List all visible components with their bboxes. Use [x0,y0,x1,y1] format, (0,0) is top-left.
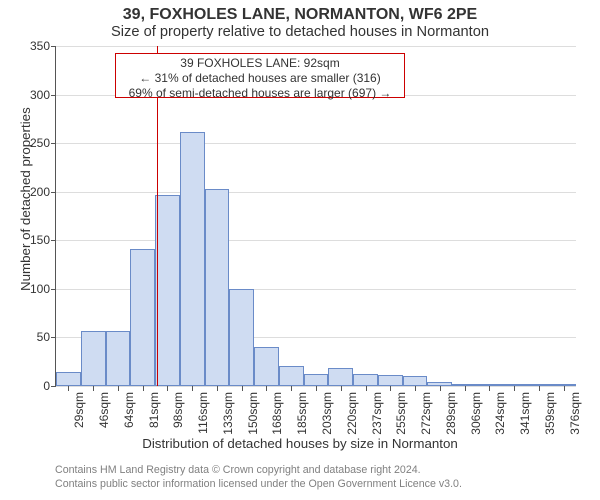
y-tick-label: 250 [30,136,50,150]
gridline [56,240,576,241]
footer-line-1: Contains HM Land Registry data © Crown c… [55,464,421,476]
bar [155,195,180,386]
x-tick-label: 341sqm [518,392,532,436]
bar [229,289,254,386]
x-tick-label: 46sqm [97,392,111,436]
bar [205,189,230,386]
chart-title: 39, FOXHOLES LANE, NORMANTON, WF6 2PE [0,6,600,24]
y-tick-label: 350 [30,39,50,53]
gridline [56,46,576,47]
chart-subtitle: Size of property relative to detached ho… [0,24,600,40]
annotation-line: 39 FOXHOLES LANE: 92sqm [120,56,400,71]
y-tick-label: 0 [43,379,50,393]
x-tick-label: 81sqm [147,392,161,436]
bar [304,374,329,386]
annotation-line: ← 31% of detached houses are smaller (31… [120,71,400,86]
x-tick-label: 289sqm [444,392,458,436]
bar [106,331,131,386]
bar [403,376,428,386]
x-tick-label: 185sqm [295,392,309,436]
y-tick-label: 50 [37,330,50,344]
bar [130,249,155,386]
annotation-line: 69% of semi-detached houses are larger (… [120,86,400,101]
x-tick-label: 64sqm [122,392,136,436]
y-tick-label: 150 [30,233,50,247]
x-tick-label: 255sqm [394,392,408,436]
bar [279,366,304,386]
y-tick-label: 100 [30,282,50,296]
bar [254,347,279,386]
x-tick-label: 220sqm [345,392,359,436]
footer-line-2: Contains public sector information licen… [55,478,462,490]
gridline [56,143,576,144]
bar [328,368,353,386]
bar [378,375,403,386]
x-tick-label: 150sqm [246,392,260,436]
x-tick-label: 98sqm [171,392,185,436]
x-tick-label: 237sqm [370,392,384,436]
x-tick-label: 168sqm [270,392,284,436]
x-tick-label: 272sqm [419,392,433,436]
y-tick-label: 300 [30,88,50,102]
x-tick-label: 359sqm [543,392,557,436]
x-tick-label: 203sqm [320,392,334,436]
bar [81,331,106,386]
x-tick-label: 306sqm [469,392,483,436]
bar [180,132,205,386]
gridline [56,192,576,193]
x-tick-label: 133sqm [221,392,235,436]
x-tick-label: 376sqm [568,392,582,436]
x-axis-label: Distribution of detached houses by size … [0,436,600,451]
bar [353,374,378,386]
x-tick-label: 116sqm [196,392,210,436]
annotation-box: 39 FOXHOLES LANE: 92sqm← 31% of detached… [115,53,405,98]
bar [56,372,81,386]
x-tick-label: 324sqm [493,392,507,436]
y-tick-label: 200 [30,185,50,199]
x-tick-label: 29sqm [72,392,86,436]
